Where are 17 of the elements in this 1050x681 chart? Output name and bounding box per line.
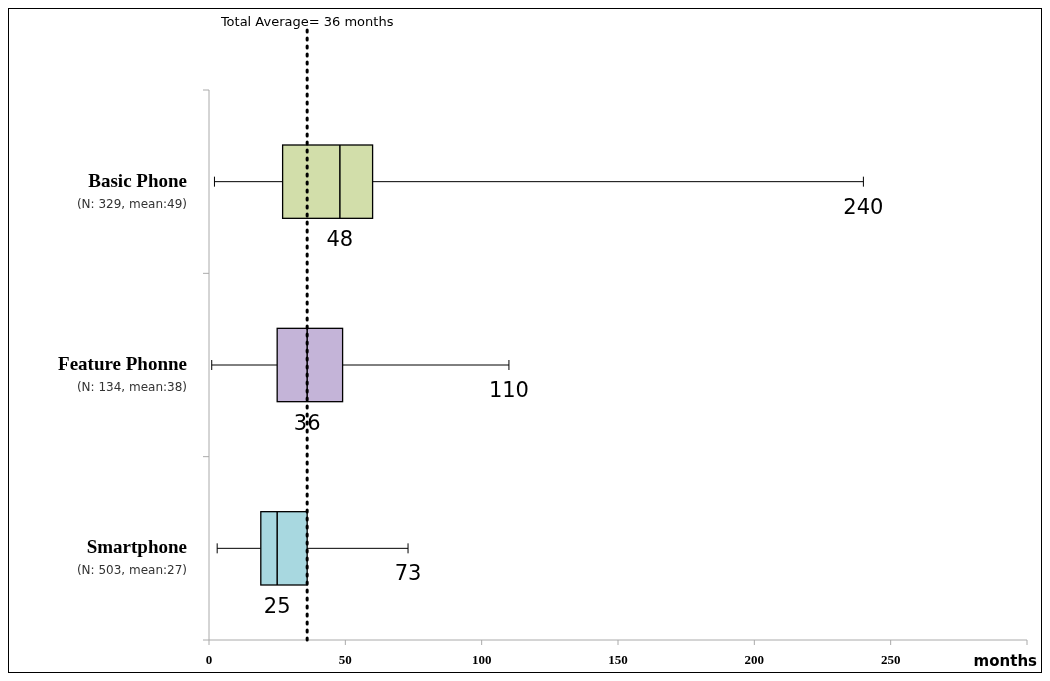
annotation: 73	[394, 561, 422, 586]
y-tick-label: Smartphone (N: 503, mean:27)	[76, 536, 187, 578]
x-axis-title: months	[973, 652, 1038, 670]
y-tick-label: Feature Phonne (N: 134, mean:38)	[58, 353, 187, 394]
x-tick-label: 0	[205, 652, 213, 667]
annotation: 48	[326, 227, 354, 252]
x-tick-label: 250	[880, 652, 901, 667]
x-tick-label: 100	[471, 652, 492, 667]
x-tick-label: 150	[608, 652, 628, 667]
y-tick-label: Basic Phone (N: 329, mean:49)	[76, 169, 187, 211]
x-tick-label: 50	[338, 652, 352, 667]
annotation: 240	[843, 194, 884, 219]
annotation: 25	[263, 594, 291, 618]
annotation: 110	[488, 378, 529, 402]
annotation: 36	[293, 410, 321, 435]
x-tick-label: 200	[744, 652, 765, 667]
ref-line-label: Total Average= 36 months	[219, 14, 394, 29]
